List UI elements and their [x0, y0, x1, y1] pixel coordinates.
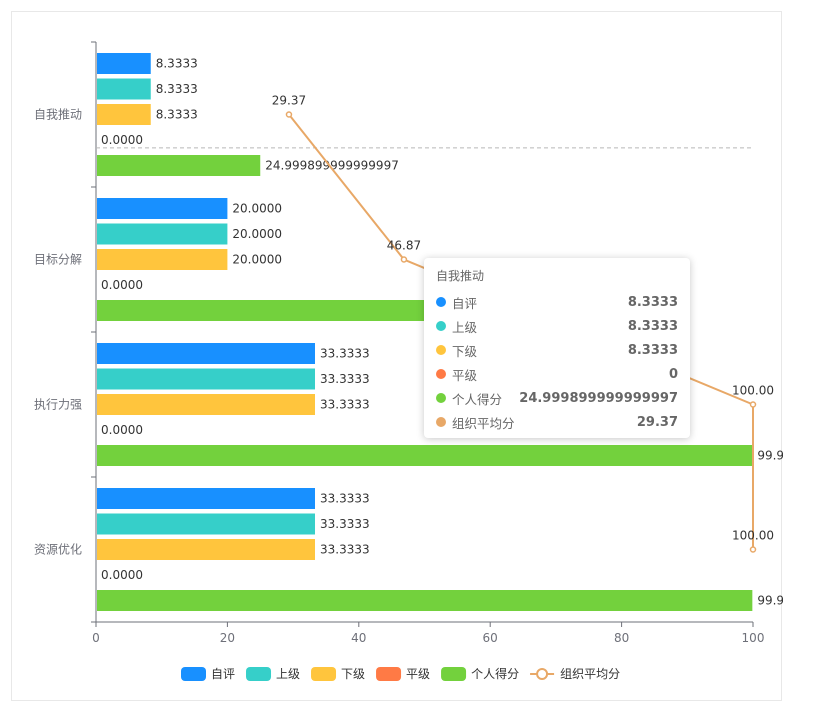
- bar: [97, 368, 315, 390]
- bar-data-label: 99.9: [757, 449, 783, 463]
- bar-data-label: 24.999899999999997: [265, 159, 399, 173]
- org-average-point: [400, 256, 408, 263]
- bar: [97, 445, 753, 466]
- bar: [97, 343, 315, 364]
- x-tick-label: 40: [351, 631, 366, 645]
- tooltip-series-name: 自评: [452, 295, 478, 311]
- bar: [97, 513, 315, 535]
- bar-data-label: 20.0000: [232, 202, 282, 216]
- tooltip-series-value: 29.37: [636, 414, 678, 430]
- tooltip-row-subordinate: 下级 8.3333: [436, 338, 678, 362]
- org-average-label: 100.00: [732, 529, 774, 543]
- chart-tooltip: 自我推动 自评 8.3333 上级 8.3333 下级 8.3333 平级 0 …: [424, 258, 690, 438]
- tooltip-dot: [436, 369, 446, 379]
- chart-container: 自我推动 目标分解 执行力强 资源优化 0 20 40 60 80 100 8.3333 8.3333…: [11, 11, 783, 701]
- x-tick-label: 80: [614, 631, 629, 645]
- bar-data-label: 0.0000: [101, 568, 143, 582]
- tooltip-dot: [436, 345, 446, 355]
- bar: [97, 488, 315, 509]
- y-tick-label: 自我推动: [34, 108, 82, 122]
- bar-data-label: 99.9: [757, 594, 783, 608]
- bar-data-label: 8.3333: [156, 108, 198, 122]
- org-average-point: [285, 111, 293, 118]
- bar-data-label: 8.3333: [156, 82, 198, 96]
- legend-label: 自评: [211, 667, 235, 681]
- tooltip-dot: [436, 417, 446, 427]
- tooltip-series-value: 0: [668, 366, 678, 382]
- tooltip-row-self: 自评 8.3333: [436, 290, 678, 314]
- bar-data-label: 33.3333: [320, 347, 370, 361]
- bar-data-label: 33.3333: [320, 398, 370, 412]
- tooltip-title: 自我推动: [436, 269, 485, 283]
- bar: [97, 53, 151, 74]
- bar: [97, 394, 315, 415]
- legend-swatch: [246, 667, 272, 681]
- x-tick-label: 100: [742, 631, 765, 645]
- bar-data-label: 0.0000: [101, 278, 143, 292]
- bar: [97, 155, 261, 176]
- tooltip-series-name: 平级: [452, 367, 478, 383]
- y-tick-label: 执行力强: [34, 398, 82, 412]
- bar-data-label: 8.3333: [156, 57, 198, 71]
- bar: [97, 249, 228, 270]
- y-tick-label: 资源优化: [34, 543, 82, 557]
- org-average-label: 100.00: [732, 384, 774, 398]
- legend-swatch: [441, 667, 467, 681]
- legend-swatch: [311, 667, 337, 681]
- tooltip-series-value: 8.3333: [627, 318, 678, 334]
- org-average-point: [749, 546, 757, 553]
- bar: [97, 104, 151, 125]
- tooltip-series-value: 8.3333: [627, 294, 678, 310]
- bar-data-label: 0.0000: [101, 133, 143, 147]
- bar: [97, 300, 425, 321]
- tooltip-series-name: 个人得分: [452, 391, 503, 407]
- legend-label: 上级: [276, 667, 300, 681]
- org-average-label: 29.37: [272, 94, 306, 108]
- tooltip-series-value: 24.999899999999997: [519, 390, 678, 406]
- tooltip-dot: [436, 393, 446, 403]
- bar-data-label: 33.3333: [320, 372, 370, 386]
- bar: [97, 78, 151, 100]
- tooltip-series-name: 组织平均分: [452, 415, 515, 431]
- legend-swatch: [376, 667, 402, 681]
- bar-data-label: 33.3333: [320, 492, 370, 506]
- tooltip-row-superior: 上级 8.3333: [436, 314, 678, 338]
- x-tick-label: 20: [220, 631, 235, 645]
- legend-label: 平级: [406, 667, 430, 681]
- x-tick-label: 60: [483, 631, 498, 645]
- bar-data-label: 20.0000: [232, 227, 282, 241]
- bar: [97, 539, 315, 560]
- bar-data-label: 20.0000: [232, 253, 282, 267]
- legend-label: 个人得分: [471, 666, 519, 681]
- tooltip-series-value: 8.3333: [627, 342, 678, 358]
- tooltip-row-peer: 平级 0: [436, 362, 678, 386]
- y-tick-label: 目标分解: [34, 253, 82, 267]
- tooltip-dot: [436, 297, 446, 307]
- bar: [97, 198, 228, 219]
- x-tick-label: 0: [92, 631, 100, 645]
- legend-swatch: [181, 667, 206, 681]
- tooltip-row-personal-score: 个人得分 24.999899999999997: [436, 386, 678, 410]
- tooltip-row-org-average: 组织平均分 29.37: [436, 410, 678, 434]
- bar: [97, 590, 753, 611]
- legend-label: 组织平均分: [560, 667, 620, 681]
- bar-data-label: 0.0000: [101, 423, 143, 437]
- legend-label: 下级: [341, 667, 365, 681]
- tooltip-series-name: 上级: [452, 319, 478, 335]
- bar: [97, 223, 228, 245]
- org-average-label: 46.87: [387, 239, 421, 253]
- legend-marker-icon: [536, 668, 549, 680]
- org-average-point: [749, 401, 757, 408]
- tooltip-series-name: 下级: [452, 343, 478, 359]
- tooltip-dot: [436, 321, 446, 331]
- bar-data-label: 33.3333: [320, 543, 370, 557]
- bar-data-label: 33.3333: [320, 517, 370, 531]
